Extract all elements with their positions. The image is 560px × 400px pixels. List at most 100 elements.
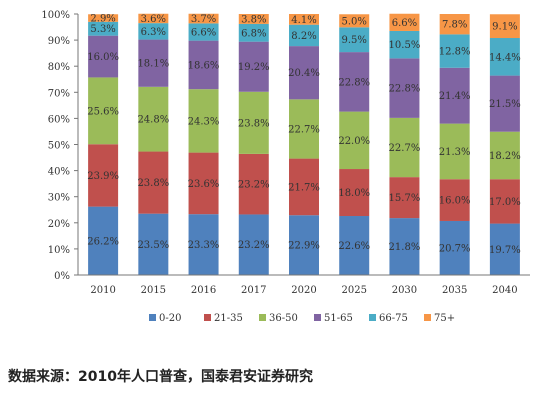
bar-segment [339, 14, 370, 28]
data-label: 15.7% [389, 193, 421, 204]
y-tick-label: 50% [48, 141, 70, 152]
data-label: 25.6% [87, 106, 119, 117]
bar-segment [489, 38, 520, 76]
data-label: 24.8% [137, 115, 169, 126]
data-label: 16.0% [87, 52, 119, 63]
bar-segment [439, 179, 470, 221]
data-label: 21.7% [288, 182, 320, 193]
data-label: 4.1% [291, 15, 316, 26]
data-label: 7.8% [442, 20, 467, 31]
data-label: 21.8% [389, 242, 421, 253]
bar-segment [238, 91, 269, 154]
bar-segment [489, 223, 520, 275]
bar-segment [238, 41, 269, 92]
bar-segment [238, 153, 269, 215]
data-label: 22.9% [288, 241, 320, 252]
bar-segment [389, 117, 420, 178]
bar-segment [289, 24, 319, 47]
bar-segment [238, 14, 269, 24]
legend-swatch [314, 314, 321, 321]
x-tick-label: 2040 [492, 285, 517, 296]
bar-segment [389, 30, 420, 59]
x-tick-label: 2025 [341, 285, 366, 296]
data-label: 22.0% [338, 136, 370, 147]
data-label: 3.8% [241, 14, 266, 25]
data-label: 8.2% [291, 31, 316, 42]
bar-segment [138, 23, 169, 40]
bar-segment [88, 35, 119, 78]
x-tick-label: 2015 [141, 285, 166, 296]
stacked-bar-chart: 0% 10% 20% 30% 40% 50% 60% 70% 80% 90% 100% 26.2% 23… [41, 10, 530, 324]
data-label: 19.2% [238, 62, 270, 73]
data-label: 14.4% [489, 52, 521, 63]
data-label: 20.7% [439, 243, 471, 254]
data-label: 22.8% [389, 84, 421, 95]
bar-segment [389, 58, 420, 118]
x-tick-label: 2020 [291, 285, 316, 296]
x-tick-label: 2030 [392, 285, 417, 296]
data-label: 6.6% [191, 28, 216, 39]
y-tick-label: 10% [48, 245, 70, 256]
data-label: 18.0% [338, 188, 370, 199]
data-label: 3.6% [141, 14, 166, 25]
bar-segment [439, 34, 470, 68]
bar-segment [138, 86, 169, 152]
bar-segment [188, 214, 219, 275]
data-label: 22.6% [338, 241, 370, 252]
data-label: 21.5% [489, 99, 521, 110]
data-label: 21.3% [439, 147, 471, 158]
data-label: 23.3% [188, 240, 220, 251]
legend-label: 0-20 [159, 313, 181, 324]
y-tick-label: 70% [48, 88, 70, 99]
data-label: 23.8% [137, 178, 169, 189]
legend-label: 75+ [434, 313, 455, 324]
y-tick-label: 40% [48, 167, 70, 178]
bar-segment [138, 151, 169, 214]
bar-segment [88, 21, 119, 36]
data-label: 21.4% [439, 91, 471, 102]
data-label: 23.8% [238, 118, 270, 129]
bar-segment [489, 131, 520, 180]
data-label: 26.2% [87, 236, 119, 247]
bar-segment [339, 169, 370, 217]
bar-segment [489, 75, 520, 132]
bar-segment [188, 152, 219, 215]
bar-segment [289, 14, 319, 25]
legend-swatch [204, 314, 211, 321]
bar-segment [389, 13, 420, 31]
bar-segment [238, 214, 269, 275]
x-tick-label: 2010 [90, 285, 115, 296]
bar-segment [489, 179, 520, 224]
data-label: 18.2% [489, 151, 521, 162]
bar-segment [339, 111, 370, 170]
data-label: 23.6% [188, 179, 220, 190]
data-label: 17.0% [489, 197, 521, 208]
bar-segment [188, 23, 219, 41]
y-tick-label: 60% [48, 114, 70, 125]
y-tick-label: 80% [48, 62, 70, 73]
legend-swatch [424, 314, 431, 321]
data-label: 18.1% [137, 59, 169, 70]
data-label: 3.7% [191, 14, 216, 25]
y-tick-label: 0% [54, 271, 70, 282]
bar-segment [439, 220, 470, 275]
legend-label: 66-75 [379, 313, 408, 324]
bar-segment [389, 218, 420, 275]
bar-segment [88, 206, 119, 275]
data-label: 23.5% [137, 240, 169, 251]
data-label: 9.1% [492, 22, 517, 33]
data-label: 12.8% [439, 47, 471, 58]
legend-swatch [149, 314, 156, 321]
data-label: 24.3% [188, 116, 220, 127]
data-label: 5.0% [342, 16, 367, 27]
legend-label: 51-65 [324, 313, 353, 324]
data-label: 10.5% [389, 40, 421, 51]
data-label: 5.3% [90, 24, 115, 35]
data-label: 19.7% [489, 245, 521, 256]
legend-swatch [259, 314, 266, 321]
data-label: 23.2% [238, 180, 270, 191]
data-label: 23.9% [87, 171, 119, 182]
data-label: 2.9% [90, 14, 115, 25]
y-tick-label: 90% [48, 36, 70, 47]
bar-segment [188, 89, 219, 153]
